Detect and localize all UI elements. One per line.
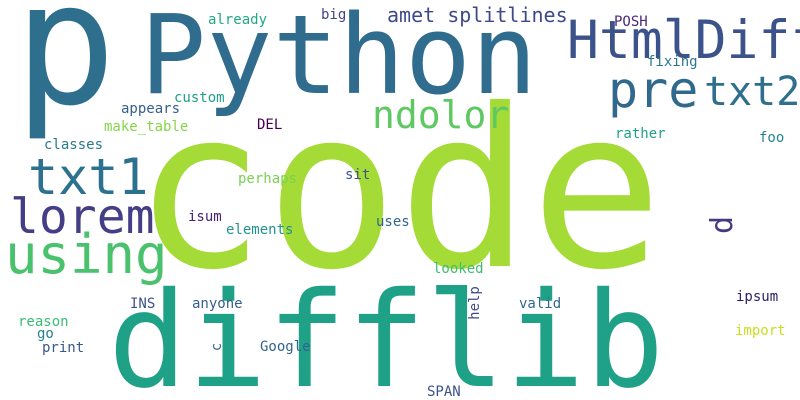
word-using: using	[5, 223, 168, 286]
word-go: go	[37, 326, 54, 342]
word-span: SPAN	[427, 384, 461, 400]
word-big: big	[321, 7, 347, 23]
word-c: c	[209, 342, 226, 352]
word-posh: POSH	[614, 14, 648, 30]
word-perhaps: perhaps	[238, 171, 298, 187]
word-import: import	[735, 323, 786, 339]
word-foo: foo	[759, 130, 785, 146]
word-uses: uses	[376, 214, 410, 230]
word-looked: looked	[433, 261, 484, 277]
word-pre: pre	[608, 61, 699, 119]
word-amet-splitlines: amet splitlines	[387, 3, 568, 27]
word-fixing: fixing	[647, 54, 698, 70]
word-htmldiff: HtmlDiff	[567, 10, 800, 71]
word-ndolor: ndolor	[372, 93, 510, 137]
word-p: p	[14, 0, 117, 144]
word-rather: rather	[615, 126, 666, 142]
word-sit: sit	[345, 167, 371, 183]
word-appears: appears	[121, 101, 181, 117]
word-isum: isum	[188, 209, 222, 225]
word-code: code	[133, 62, 663, 318]
word-difflib: difflib	[108, 264, 665, 400]
word-lorem: lorem	[10, 189, 155, 245]
word-elements: elements	[226, 222, 294, 238]
word-del: DEL	[257, 117, 283, 133]
word-classes: classes	[44, 137, 104, 153]
word-help: help	[466, 286, 483, 320]
word-txt1: txt1	[28, 148, 149, 206]
word-ipsum: ipsum	[736, 289, 779, 305]
word-already: already	[208, 12, 268, 28]
word-custom: custom	[174, 90, 225, 106]
word-txt2: txt2	[704, 69, 800, 115]
word-reason: reason	[18, 314, 69, 330]
word-print: print	[42, 340, 85, 356]
word-ins: INS	[130, 296, 156, 312]
word-google: Google	[260, 339, 311, 355]
word-valid: valid	[519, 296, 562, 312]
word-python: Python	[140, 0, 538, 119]
word-anyone: anyone	[192, 296, 243, 312]
word-d: d	[705, 215, 741, 235]
word-make-table: make_table	[104, 119, 189, 135]
